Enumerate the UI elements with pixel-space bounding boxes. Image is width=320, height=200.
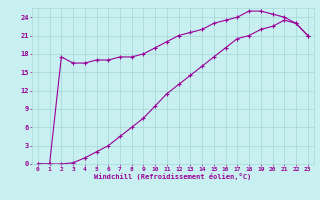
X-axis label: Windchill (Refroidissement éolien,°C): Windchill (Refroidissement éolien,°C): [94, 173, 252, 180]
